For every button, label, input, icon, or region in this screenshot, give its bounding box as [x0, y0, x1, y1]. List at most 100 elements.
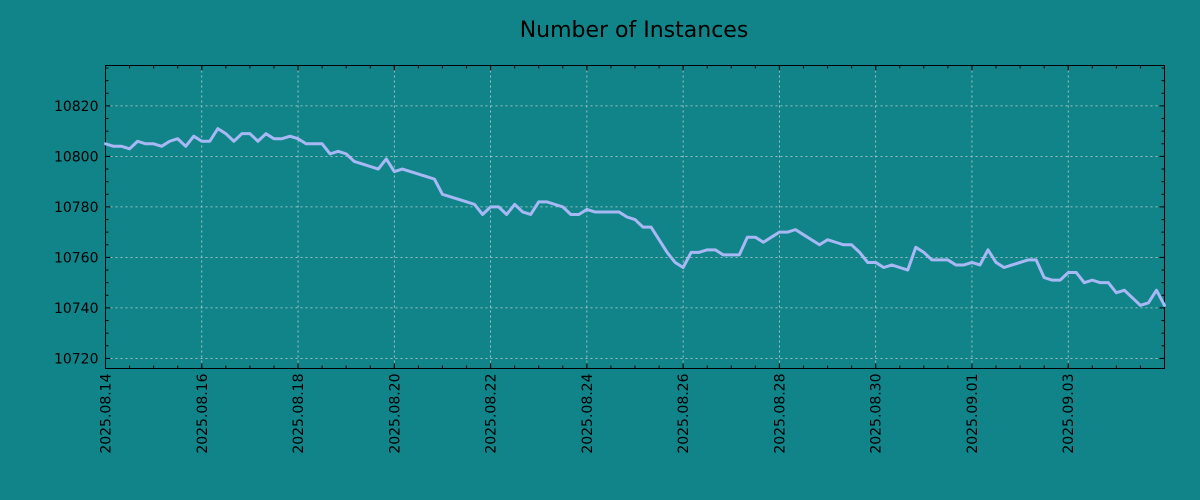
data-point	[914, 246, 917, 249]
data-point	[441, 193, 444, 196]
data-point	[593, 210, 597, 214]
data-point	[802, 233, 805, 236]
data-point	[353, 160, 356, 163]
y-tick-label: 10720	[54, 351, 99, 367]
data-point	[577, 213, 581, 216]
data-point	[481, 213, 484, 216]
data-point	[1059, 278, 1062, 282]
data-point	[930, 258, 934, 262]
data-point	[1002, 266, 1006, 269]
data-point	[1010, 263, 1014, 267]
data-point	[762, 241, 765, 244]
data-point	[256, 140, 260, 143]
data-point	[657, 238, 661, 241]
data-point	[473, 203, 476, 206]
data-point	[954, 263, 958, 267]
data-point	[1018, 261, 1022, 264]
data-point	[553, 203, 556, 206]
data-point	[850, 243, 853, 246]
data-point	[280, 137, 284, 140]
data-point	[288, 135, 292, 138]
data-point	[794, 228, 797, 231]
data-point	[1163, 304, 1166, 307]
data-point	[858, 251, 861, 254]
data-point	[409, 170, 412, 173]
data-point	[200, 140, 203, 143]
data-point	[1034, 258, 1038, 262]
data-point	[505, 213, 508, 216]
data-point	[328, 152, 332, 156]
data-point	[529, 213, 532, 216]
data-point	[1115, 291, 1118, 294]
data-point	[168, 140, 171, 143]
data-point	[994, 261, 998, 264]
data-point	[545, 200, 548, 204]
data-point	[1155, 289, 1158, 292]
data-point	[609, 210, 613, 214]
data-point	[377, 167, 380, 171]
data-point	[970, 261, 974, 264]
data-point	[216, 127, 220, 130]
data-point	[778, 230, 781, 234]
x-tick-label: 2025.08.28	[772, 374, 788, 454]
data-point	[569, 213, 573, 216]
data-point	[144, 142, 147, 145]
data-point	[754, 236, 757, 239]
data-point	[361, 162, 364, 166]
x-tick-label: 2025.08.14	[99, 373, 115, 453]
data-point	[240, 132, 244, 135]
data-point	[938, 258, 942, 262]
data-point	[272, 137, 276, 140]
y-tick-label: 10740	[54, 301, 99, 317]
data-point	[232, 140, 236, 143]
x-tick-label: 2025.09.03	[1061, 374, 1077, 454]
data-point	[601, 210, 605, 214]
data-point	[192, 135, 195, 138]
y-axis-tick-labels: 10720 10740 10760 10780 10800 10820	[54, 99, 99, 367]
data-point	[176, 137, 179, 140]
data-point	[617, 210, 621, 214]
data-point	[673, 261, 677, 264]
x-tick-label: 2025.09.01	[965, 374, 981, 454]
grid-lines	[105, 65, 1165, 369]
series-points	[104, 127, 1166, 307]
data-point	[890, 263, 893, 267]
x-tick-label: 2025.08.24	[580, 373, 596, 453]
data-point	[866, 261, 869, 264]
plot-frame	[105, 65, 1165, 369]
x-tick-label: 2025.08.26	[676, 373, 692, 453]
data-point	[152, 142, 155, 145]
data-point	[208, 140, 211, 143]
data-point	[641, 225, 645, 229]
data-point	[112, 145, 115, 148]
data-point	[986, 248, 990, 252]
data-point	[738, 253, 741, 257]
data-point	[786, 230, 789, 234]
x-tick-label: 2025.08.16	[195, 373, 211, 453]
data-point	[1067, 271, 1070, 274]
x-tick-label: 2025.08.18	[291, 374, 307, 454]
data-point	[336, 150, 340, 153]
data-point	[1026, 258, 1030, 262]
data-point	[457, 198, 460, 201]
data-point	[497, 205, 500, 209]
data-point	[1147, 301, 1150, 305]
y-tick-label: 10760	[54, 250, 99, 266]
data-point	[465, 200, 468, 204]
data-point	[449, 195, 452, 198]
data-point	[1123, 289, 1126, 292]
data-point	[264, 132, 268, 135]
data-point	[697, 251, 701, 254]
chart-title: Number of Instances	[520, 18, 749, 43]
data-point	[104, 142, 107, 145]
x-tick-label: 2025.08.30	[869, 374, 885, 454]
data-point	[649, 225, 653, 229]
data-point	[1139, 304, 1142, 307]
data-point	[248, 132, 252, 135]
data-point	[746, 236, 749, 239]
y-tick-label: 10820	[54, 99, 99, 115]
data-point	[304, 142, 308, 145]
data-point	[369, 165, 372, 168]
data-point	[689, 251, 693, 254]
